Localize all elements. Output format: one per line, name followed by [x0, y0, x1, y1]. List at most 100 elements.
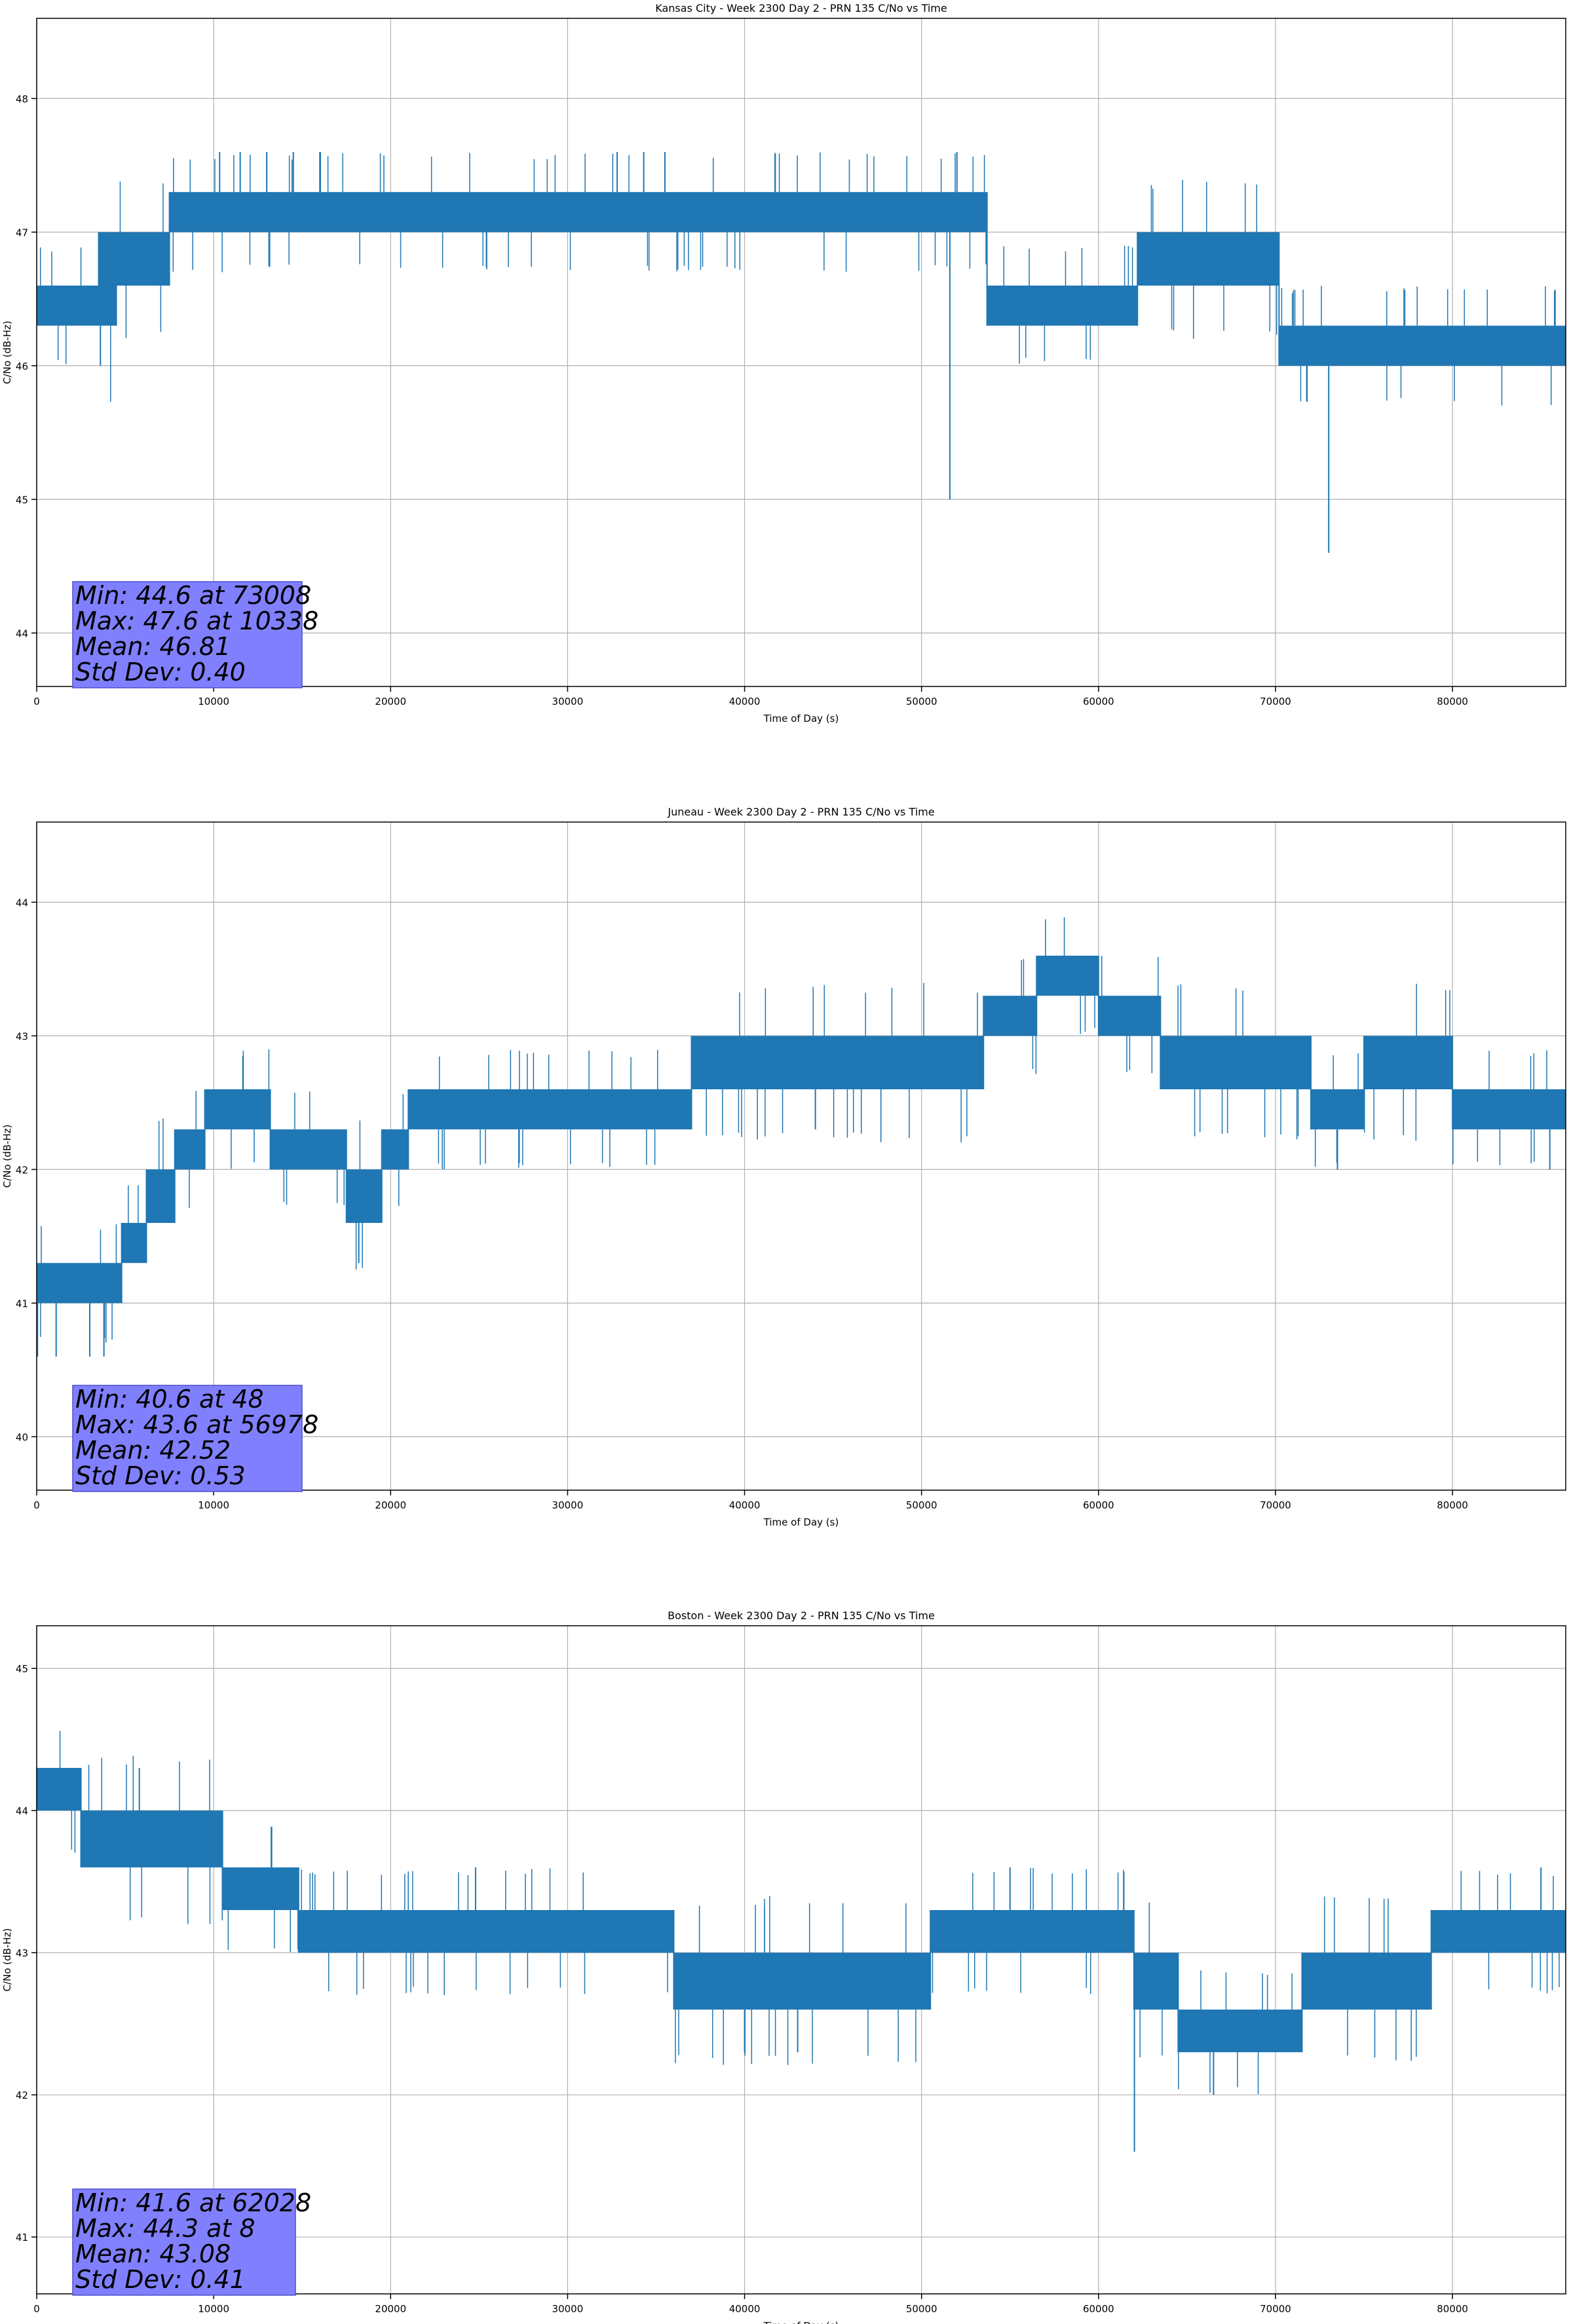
- y-tick-label: 43: [16, 1947, 28, 1959]
- chart-1: 0 10000 20000 30000 40000 50000 60000 70000 8000…: [1, 806, 1566, 1528]
- series-band: [1431, 1910, 1566, 1953]
- y-tick-label: 45: [16, 494, 28, 506]
- y-tick-label: 47: [16, 227, 28, 238]
- x-tick-label: 50000: [906, 2303, 937, 2315]
- series-band: [987, 286, 1138, 326]
- x-tick-label: 50000: [906, 696, 937, 707]
- x-tick-label: 0: [33, 1499, 40, 1511]
- y-tick-label: 41: [16, 2232, 28, 2243]
- series-band: [121, 1223, 147, 1264]
- series-line: [37, 1731, 1566, 2095]
- y-tick-label: 45: [16, 1663, 28, 1675]
- x-tick-label: 10000: [198, 2303, 229, 2315]
- series-band: [81, 1810, 161, 1867]
- x-tick-label: 60000: [1083, 2303, 1114, 2315]
- x-tick-label: 40000: [729, 696, 761, 707]
- y-tick-label: 43: [16, 1030, 28, 1042]
- series-band: [1231, 1036, 1311, 1089]
- stats-line: Std Dev: 0.40: [75, 658, 246, 686]
- stats-line: Min: 41.6 at 62028: [75, 2188, 311, 2217]
- chart-title: Kansas City - Week 2300 Day 2 - PRN 135 …: [655, 2, 947, 14]
- stats-box: [72, 581, 303, 688]
- x-tick-label: 80000: [1437, 1499, 1468, 1511]
- x-tick-label: 60000: [1083, 1499, 1114, 1511]
- series-band: [204, 1089, 271, 1130]
- x-tick-label: 30000: [552, 2303, 584, 2315]
- series-band: [346, 1169, 382, 1223]
- x-tick-label: 70000: [1260, 2303, 1291, 2315]
- y-axis-label: C/No (dB-Hz): [1, 321, 13, 384]
- series-band: [270, 1129, 347, 1170]
- x-tick-label: 20000: [375, 2303, 406, 2315]
- series-band: [174, 1129, 205, 1170]
- x-tick-label: 10000: [198, 1499, 229, 1511]
- x-tick-label: 10000: [198, 696, 229, 707]
- series-band: [1311, 1089, 1365, 1130]
- y-tick-label: 48: [16, 93, 28, 105]
- x-tick-label: 80000: [1437, 2303, 1468, 2315]
- series-band: [37, 1263, 122, 1303]
- y-tick-label: 42: [16, 1164, 28, 1176]
- chart-title: Boston - Week 2300 Day 2 - PRN 135 C/No …: [668, 1609, 935, 1622]
- y-tick-label: 42: [16, 2090, 28, 2101]
- x-tick-label: 0: [33, 696, 40, 707]
- x-axis-label: Time of Day (s): [763, 713, 839, 724]
- series-band: [1160, 1036, 1232, 1089]
- stats-line: Max: 47.6 at 10338: [75, 607, 318, 635]
- x-tick-label: 60000: [1083, 696, 1114, 707]
- x-tick-label: 20000: [375, 1499, 406, 1511]
- axes-frame: [36, 18, 1566, 687]
- series-line: [37, 152, 1566, 406]
- y-tick-label: 44: [16, 628, 28, 639]
- stats-line: Mean: 43.08: [75, 2240, 231, 2268]
- stats-line: Mean: 42.52: [75, 1436, 231, 1465]
- stats-line: Max: 44.3 at 8: [75, 2214, 255, 2243]
- x-tick-label: 20000: [375, 696, 406, 707]
- y-tick-label: 46: [16, 360, 28, 372]
- x-tick-label: 40000: [729, 1499, 761, 1511]
- series-band: [161, 1810, 223, 1867]
- series-band: [98, 232, 117, 326]
- series-band: [37, 286, 99, 326]
- series-band: [983, 996, 1037, 1036]
- series-band: [298, 1910, 674, 1953]
- series-band: [1133, 1953, 1179, 2010]
- stats-box: [72, 1385, 303, 1492]
- axes-frame: [36, 1625, 1566, 2295]
- chart-title: Juneau - Week 2300 Day 2 - PRN 135 C/No …: [667, 806, 934, 818]
- series-band: [1137, 232, 1279, 286]
- series-band: [222, 1867, 299, 1911]
- stats-line: Std Dev: 0.41: [75, 2265, 246, 2294]
- x-axis-label: Time of Day (s): [763, 1516, 839, 1528]
- stats-line: Min: 44.6 at 73008: [75, 581, 311, 610]
- x-tick-label: 30000: [552, 696, 584, 707]
- x-axis-label: Time of Day (s): [763, 2320, 839, 2324]
- stats-line: Min: 40.6 at 48: [75, 1385, 264, 1414]
- x-tick-label: 70000: [1260, 696, 1291, 707]
- x-tick-label: 70000: [1260, 1499, 1291, 1511]
- series-band: [116, 232, 170, 286]
- x-tick-label: 30000: [552, 1499, 584, 1511]
- chart-0: 0 10000 20000 30000 40000 50000 60000 70000 8000…: [1, 2, 1566, 724]
- y-axis-label: C/No (dB-Hz): [1, 1125, 13, 1188]
- y-axis-label: C/No (dB-Hz): [1, 1928, 13, 1992]
- x-tick-label: 80000: [1437, 696, 1468, 707]
- series-band: [930, 1910, 1134, 1953]
- stats-line: Max: 43.6 at 56978: [75, 1410, 318, 1439]
- series-line: [37, 917, 1566, 1343]
- series-band: [1178, 2009, 1302, 2053]
- series-band: [673, 1953, 931, 2010]
- series-band: [381, 1129, 409, 1170]
- axes-frame: [36, 821, 1566, 1491]
- chart-2: 0 10000 20000 30000 40000 50000 60000 70000 8000…: [1, 1609, 1566, 2324]
- series-band: [1098, 996, 1161, 1036]
- y-tick-label: 40: [16, 1431, 28, 1443]
- stats-line: Mean: 46.81: [75, 632, 231, 661]
- series-band: [691, 1036, 984, 1089]
- x-tick-label: 50000: [906, 1499, 937, 1511]
- series-band: [1302, 1953, 1431, 2010]
- series-band: [1364, 1036, 1453, 1089]
- x-tick-label: 40000: [729, 2303, 761, 2315]
- series-band: [146, 1169, 175, 1223]
